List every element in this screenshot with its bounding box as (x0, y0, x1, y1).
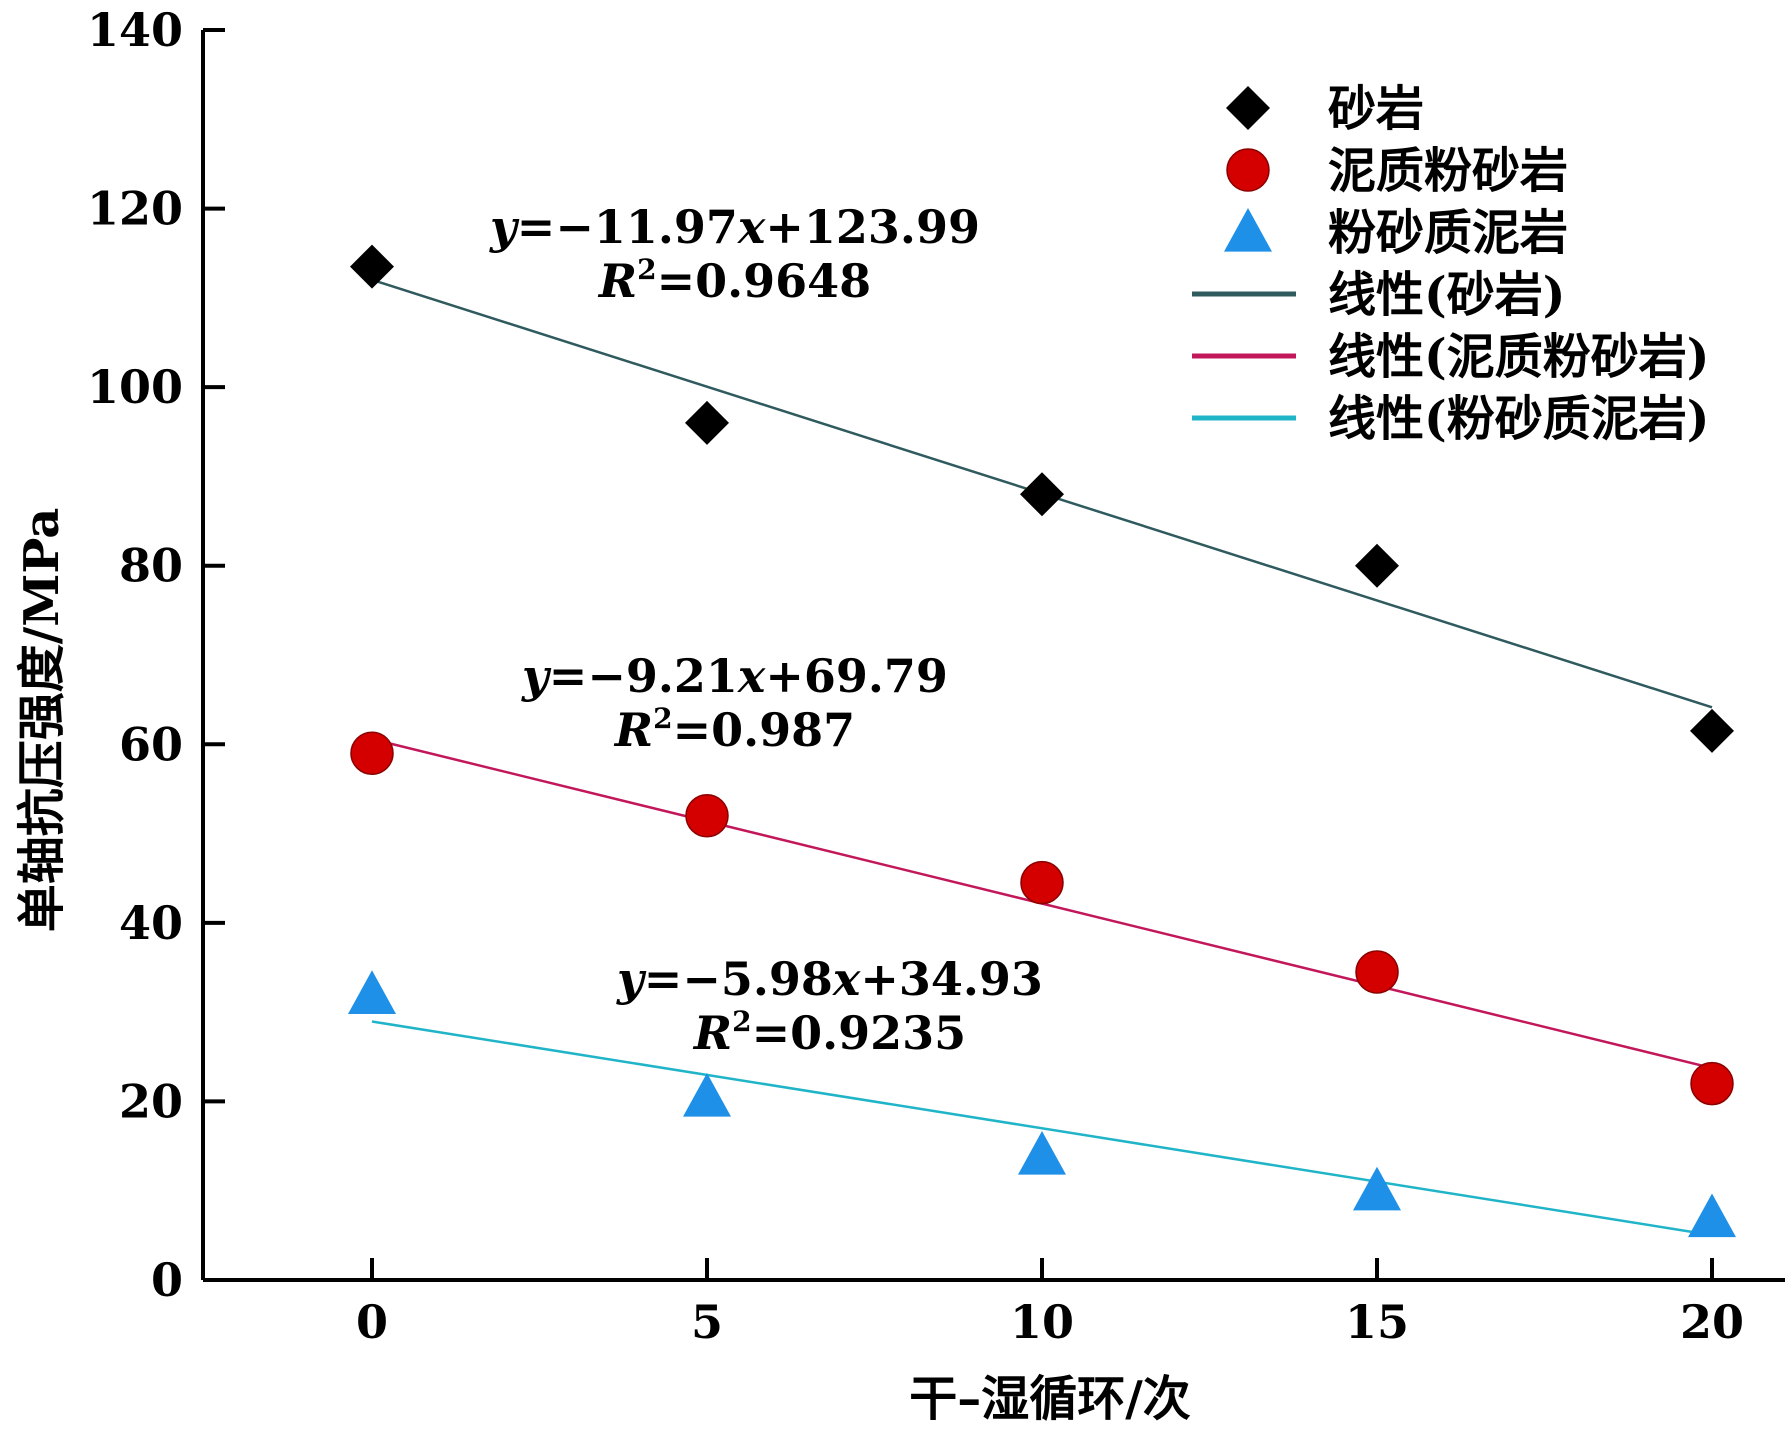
point-s3-3 (1018, 1131, 1066, 1175)
equation-labels: y=−11.97x+123.99R2=0.9648y=−9.21x+69.79R… (489, 200, 1043, 1060)
legend-label-1: 砂岩 (1328, 81, 1424, 137)
x-tick-label-10: 10 (1010, 1295, 1074, 1349)
y-tick-label-80: 80 (119, 539, 183, 593)
y-tick-label-20: 20 (119, 1074, 183, 1128)
x-tick-label-0: 0 (356, 1295, 388, 1349)
legend-fit-label-2: 线性(泥质粉砂岩) (1328, 329, 1709, 385)
point-s3-1 (348, 970, 396, 1014)
point-s1-3 (1020, 472, 1064, 517)
point-s2-4 (1355, 950, 1399, 994)
equation-1: y=−11.97x+123.99 (489, 200, 980, 254)
point-s3-5 (1688, 1193, 1736, 1238)
point-s3-4 (1353, 1166, 1401, 1211)
x-tick-label-15: 15 (1345, 1295, 1409, 1349)
point-s1-5 (1690, 708, 1734, 753)
point-s1-2 (685, 400, 729, 445)
equation-2: y=−9.21x+69.79 (521, 649, 948, 703)
point-s2-5 (1690, 1061, 1734, 1106)
point-s2-1 (350, 731, 394, 775)
r2-label-2: R2=0.987 (613, 702, 855, 757)
r2-label-3: R2=0.9235 (692, 1005, 966, 1060)
equation-3: y=−5.98x+34.93 (616, 952, 1043, 1006)
y-tick-label-40: 40 (119, 896, 183, 950)
point-s2-3 (1020, 860, 1064, 905)
y-tick-label-100: 100 (87, 360, 183, 414)
legend-fit-label-1: 线性(砂岩) (1328, 267, 1565, 323)
point-s1-1 (350, 244, 394, 289)
legend-marker-1 (1226, 86, 1270, 130)
legend-marker-3 (1224, 208, 1272, 252)
legend-fit-label-3: 线性(粉砂质泥岩) (1328, 391, 1709, 447)
y-axis-title: 单轴抗压强度/MPa (14, 508, 70, 933)
fit-line-3 (371, 1020, 1713, 1237)
y-tick-label-60: 60 (119, 717, 183, 771)
legend-label-3: 粉砂质泥岩 (1328, 205, 1568, 261)
r2-label-1: R2=0.9648 (597, 253, 871, 308)
legend-marker-2 (1226, 148, 1270, 192)
data-points (348, 244, 1736, 1238)
x-tick-label-5: 5 (691, 1295, 723, 1349)
y-tick-label-140: 140 (87, 3, 183, 57)
axes: 0 20 40 60 80 100 120 140 0 5 10 15 20 (87, 3, 1785, 1349)
x-tick-label-20: 20 (1680, 1295, 1744, 1349)
point-s2-2 (685, 793, 729, 838)
y-tick-label-120: 120 (87, 182, 183, 236)
legend-label-2: 泥质粉砂岩 (1328, 143, 1568, 199)
point-s1-4 (1355, 543, 1399, 588)
y-tick-label-0: 0 (151, 1253, 183, 1307)
x-axis-title: 干–湿循环/次 (909, 1371, 1191, 1427)
point-s3-2 (683, 1072, 731, 1117)
